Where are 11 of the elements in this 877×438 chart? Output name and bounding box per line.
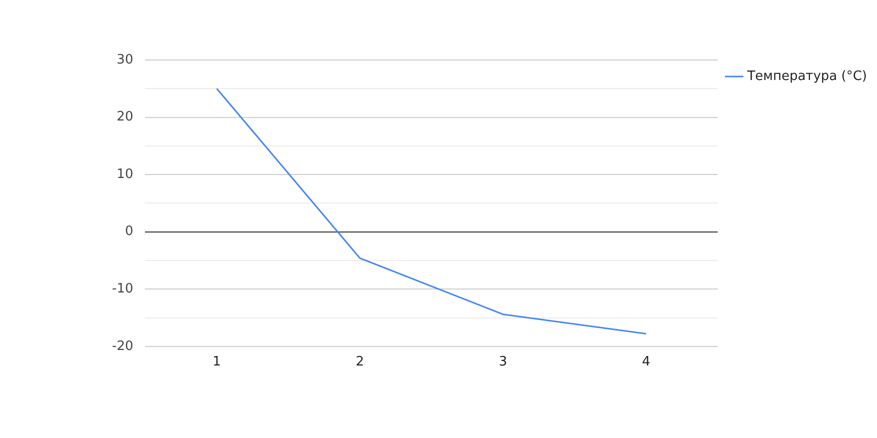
legend-label: Температура (°C)	[746, 68, 868, 84]
y-tick-label: 10	[116, 166, 134, 182]
y-tick-label: 0	[124, 224, 134, 240]
y-tick-label: 20	[116, 110, 134, 125]
x-tick-label: 2	[356, 354, 364, 370]
y-tick-label: -20	[112, 338, 134, 354]
x-tick-label: 4	[642, 354, 650, 370]
x-tick-label: 3	[498, 354, 508, 370]
y-tick-label: 30	[116, 52, 134, 68]
x-tick-label: 1	[212, 354, 221, 370]
y-tick-label: -10	[112, 281, 134, 296]
